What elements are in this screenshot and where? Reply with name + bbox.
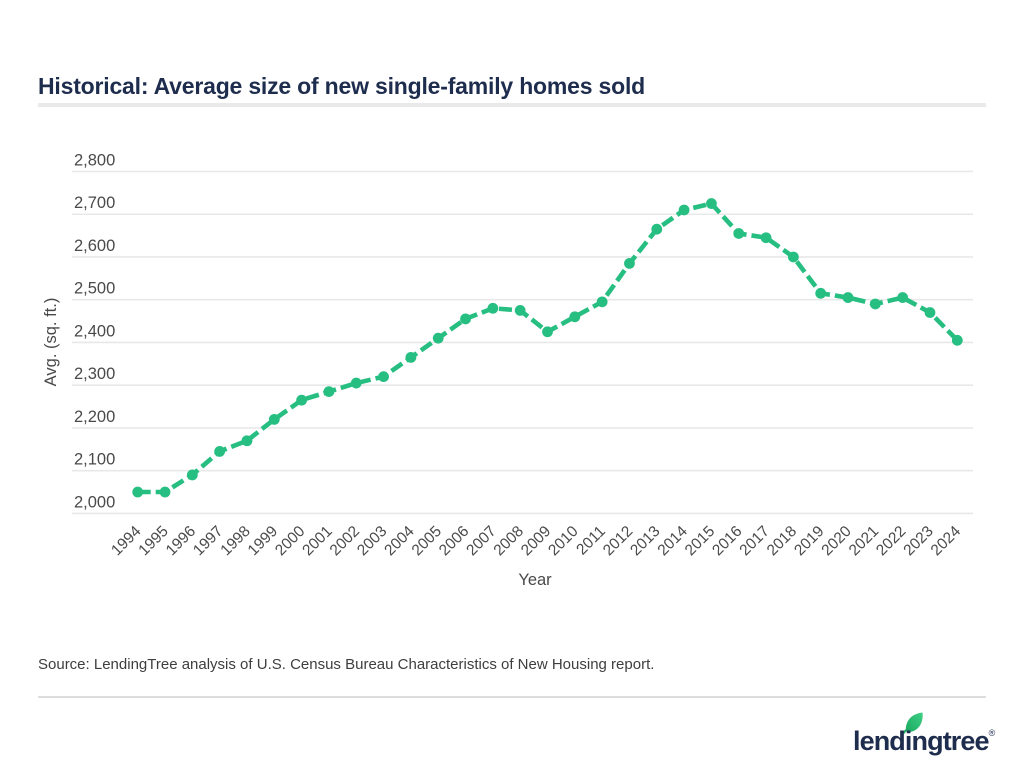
data-point-2006: [460, 313, 471, 325]
data-point-1994: [132, 486, 144, 498]
data-point-2013: [651, 223, 663, 235]
source-note: Source: LendingTree analysis of U.S. Cen…: [38, 656, 655, 673]
data-point-2003: [378, 371, 389, 383]
data-point-2005: [432, 332, 444, 344]
data-point-2022: [897, 292, 909, 303]
lendingtree-logo: lendingtree®: [851, 708, 1001, 760]
data-point-2020: [842, 292, 854, 303]
x-tick-label-2005: 2005: [409, 523, 445, 559]
x-tick-label-2002: 2002: [327, 523, 363, 559]
leaf-icon: [901, 712, 923, 734]
data-point-1997: [214, 446, 226, 457]
x-tick-label-1995: 1995: [135, 523, 171, 559]
x-tick-label-2020: 2020: [818, 523, 855, 560]
x-tick-label-2001: 2001: [299, 523, 335, 559]
y-tick-label: 2,800: [74, 152, 115, 170]
x-tick-label-2007: 2007: [463, 523, 499, 559]
data-point-2007: [487, 302, 499, 314]
y-tick-label: 2,400: [74, 322, 115, 340]
data-point-2001: [323, 386, 335, 397]
data-point-1996: [186, 469, 198, 481]
x-tick-label-2009: 2009: [518, 523, 554, 559]
x-tick-label-1998: 1998: [217, 523, 253, 559]
x-tick-label-2004: 2004: [381, 523, 418, 560]
x-tick-label-1996: 1996: [163, 523, 199, 559]
registered-mark: ®: [988, 728, 996, 738]
data-point-1999: [268, 413, 280, 425]
x-tick-label-2011: 2011: [573, 523, 609, 559]
x-tick-label-2014: 2014: [655, 523, 692, 560]
y-tick-label: 2,300: [74, 365, 115, 383]
data-point-2017: [760, 232, 772, 244]
x-tick-label-2010: 2010: [545, 523, 582, 560]
page-title: Historical: Average size of new single-f…: [38, 73, 645, 100]
x-tick-label-2019: 2019: [791, 523, 827, 559]
data-point-2004: [405, 352, 417, 363]
y-axis-title: Avg. (sq. ft.): [42, 298, 60, 387]
x-tick-label-2003: 2003: [354, 523, 390, 559]
data-point-2015: [706, 198, 717, 209]
data-point-1998: [241, 435, 253, 447]
x-tick-label-2015: 2015: [682, 523, 718, 559]
data-point-2010: [569, 311, 581, 323]
data-point-2000: [296, 394, 308, 406]
series-line: [137, 201, 959, 495]
x-tick-label-2017: 2017: [736, 523, 772, 559]
x-tick-label-2000: 2000: [272, 523, 309, 560]
logo-wordmark: lendingtree®: [853, 726, 996, 756]
data-point-2018: [787, 251, 799, 263]
x-tick-label-2022: 2022: [873, 523, 909, 559]
y-tick-label: 2,600: [74, 237, 115, 255]
x-tick-label-2018: 2018: [764, 523, 800, 559]
data-point-2014: [678, 204, 690, 216]
x-tick-label-1999: 1999: [245, 523, 281, 559]
x-tick-label-2008: 2008: [491, 523, 527, 559]
x-tick-label-2006: 2006: [436, 523, 472, 559]
data-point-2019: [815, 287, 827, 299]
x-tick-label-2013: 2013: [627, 523, 663, 559]
y-tick-label: 2,700: [74, 194, 115, 212]
data-point-2011: [596, 296, 608, 308]
data-point-2012: [624, 257, 635, 269]
data-point-2023: [924, 307, 936, 318]
data-point-2002: [350, 377, 362, 389]
title-divider: [38, 103, 986, 107]
x-tick-label-2024: 2024: [928, 523, 965, 560]
x-tick-label-2016: 2016: [709, 523, 745, 559]
data-point-1995: [159, 486, 171, 498]
data-point-2009: [542, 326, 553, 338]
x-tick-label-1994: 1994: [108, 523, 145, 560]
x-axis-title: Year: [518, 571, 552, 589]
data-point-2021: [869, 298, 881, 310]
y-tick-label: 2,100: [74, 451, 115, 469]
data-point-2008: [514, 304, 526, 316]
y-tick-label: 2,200: [74, 408, 115, 426]
y-tick-label: 2,000: [74, 493, 115, 511]
data-point-2016: [733, 228, 745, 239]
footer-divider: [38, 696, 986, 698]
x-tick-label-2021: 2021: [846, 523, 882, 559]
x-tick-label-2012: 2012: [600, 523, 636, 559]
x-tick-label-1997: 1997: [190, 523, 226, 559]
x-tick-label-2023: 2023: [900, 523, 936, 559]
data-point-2024: [951, 334, 963, 346]
y-tick-label: 2,500: [74, 280, 115, 298]
